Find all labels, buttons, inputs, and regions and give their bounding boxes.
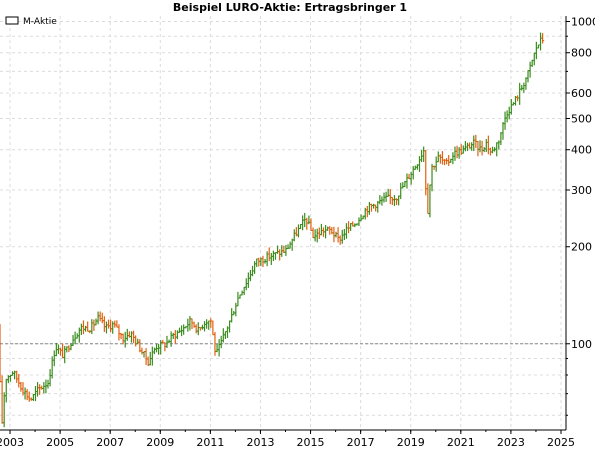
x-tick-label: 2015 [297,436,325,449]
y-tick-label: 800 [571,47,592,60]
y-tick-label: 500 [571,113,592,126]
legend-label: M-Aktie [23,17,57,27]
x-tick-label: 2005 [46,436,74,449]
x-tick-label: 2011 [196,436,224,449]
y-tick-label: 100 [571,338,592,351]
x-tick-label: 2007 [96,436,124,449]
y-tick-label: 200 [571,241,592,254]
bars-layer [0,32,545,428]
x-tick-label: 2013 [246,436,274,449]
ohlc-bar [541,33,545,44]
y-tick-label: 300 [571,184,592,197]
legend-swatch [5,16,19,25]
x-tick-label: 2019 [397,436,425,449]
y-tick-label: 600 [571,87,592,100]
y-tick-label: 400 [571,144,592,157]
x-tick-label: 2017 [347,436,375,449]
chart-title: Beispiel LURO-Aktie: Ertragsbringer 1 [173,1,407,14]
x-tick-label: 2023 [497,436,525,449]
x-tick-label: 2021 [447,436,475,449]
legend: M-Aktie [5,16,57,27]
x-tick-label: 2025 [547,436,575,449]
x-tick-label: 2009 [146,436,174,449]
